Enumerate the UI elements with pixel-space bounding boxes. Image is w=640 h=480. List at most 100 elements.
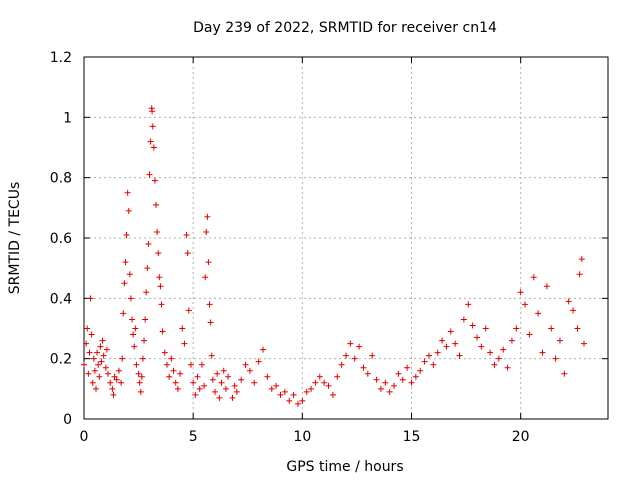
data-point [209,376,216,383]
data-point [185,307,192,314]
data-point [316,373,323,380]
data-point [260,346,267,353]
data-point [174,385,181,392]
data-point [580,340,587,347]
data-point [456,352,463,359]
y-tick-label: 0.8 [50,171,72,187]
data-point [119,355,126,362]
data-point [154,228,161,235]
data-point [150,144,157,151]
data-point [198,361,205,368]
data-point [203,228,210,235]
data-point [136,379,143,386]
y-tick-label: 0.4 [50,291,72,307]
data-point [121,280,128,287]
data-point [242,361,249,368]
data-point [474,334,480,341]
data-point [329,391,336,398]
data-point [142,316,149,323]
data-point [166,373,173,380]
data-point [133,361,140,368]
data-point [434,349,441,356]
data-point [364,370,371,377]
data-point [504,364,511,371]
data-point [155,250,162,257]
y-tick-label: 1.2 [50,50,72,66]
data-point [281,388,288,395]
x-tick-label: 5 [189,429,198,445]
data-point [158,301,165,308]
data-point [430,361,437,368]
data-point [95,361,102,368]
data-point [145,241,152,248]
y-axis-label: SRMTID / TECUs [7,182,23,295]
data-point [149,123,156,130]
data-point [81,361,87,368]
data-point [508,337,515,344]
data-point [412,373,419,380]
data-point [99,337,106,344]
data-point [347,340,354,347]
data-point [417,367,424,374]
data-point [565,298,572,305]
data-point [201,382,208,389]
data-point [539,349,546,356]
data-point [111,373,118,380]
x-axis-label: GPS time / hours [286,459,403,475]
data-point [556,337,563,344]
data-point [137,388,144,395]
data-point [377,385,384,392]
data-point [264,373,271,380]
data-point [325,382,332,389]
data-point [144,265,151,272]
data-point [576,271,583,278]
data-point [83,340,90,347]
data-point [286,397,293,404]
x-tick-label: 20 [512,429,530,445]
y-tick-label: 0.2 [50,352,72,368]
data-point [146,171,153,178]
data-point [238,376,245,383]
data-point [183,231,190,238]
data-point [194,373,201,380]
data-point [246,367,253,374]
data-point [202,274,209,281]
data-point [277,391,284,398]
data-point [139,355,146,362]
data-point [181,340,188,347]
data-point [369,352,376,359]
data-point [103,346,110,353]
data-point [404,364,411,371]
data-point [222,385,229,392]
data-point [105,370,112,377]
data-point [399,376,406,383]
data-point [356,343,363,350]
data-point [308,385,315,392]
data-point [495,355,502,362]
data-point [487,349,494,356]
data-point [122,259,129,266]
data-point [251,379,258,386]
data-point [208,352,215,359]
data-point [517,289,524,296]
data-point [273,382,280,389]
data-point [85,370,92,377]
data-point [535,310,542,317]
data-point [113,376,120,383]
data-point [578,256,585,263]
data-point [294,400,301,407]
data-point [141,337,148,344]
data-point [225,373,232,380]
data-point [214,370,221,377]
y-tick-label: 0.6 [50,231,72,247]
data-point [88,331,95,338]
data-point [338,361,345,368]
data-point [170,367,177,374]
data-point [131,343,138,350]
data-point [98,358,105,365]
data-point [220,367,227,374]
data-point [204,213,211,220]
data-point [386,388,393,395]
data-point [205,259,212,266]
